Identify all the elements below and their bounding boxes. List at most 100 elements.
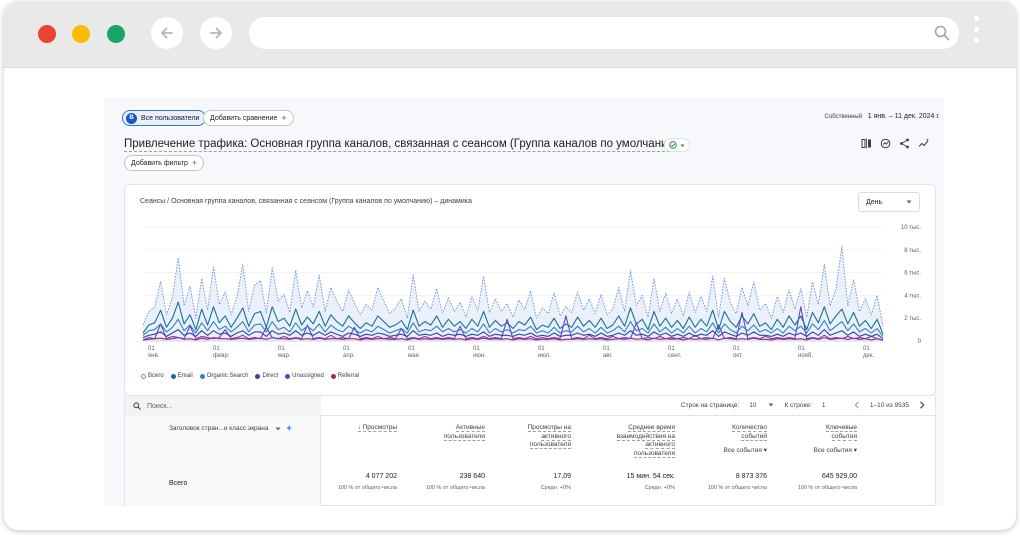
rows-per-page-select[interactable]: 10	[749, 402, 774, 409]
legend-item[interactable]: Direct	[255, 373, 278, 379]
compare-columns-icon[interactable]	[861, 138, 872, 149]
metric-total-percent: Средн. +0%	[540, 485, 571, 491]
series-line-referral	[142, 337, 884, 341]
metric-header[interactable]: Количество событий	[732, 424, 767, 441]
legend-item[interactable]: Referral	[330, 373, 360, 379]
event-filter-select[interactable]: Все события ▾	[723, 447, 767, 454]
legend-item[interactable]: Всего	[141, 373, 164, 379]
chevron-left-icon[interactable]	[854, 401, 860, 409]
browser-window: B Все пользователи Добавить сравнение + …	[4, 2, 1016, 530]
chart-title: Сеансы / Основная группа каналов, связан…	[140, 198, 472, 205]
table-search-input[interactable]: Поиск...	[125, 396, 321, 416]
insights-icon[interactable]	[880, 138, 891, 149]
report-status-dropdown[interactable]	[664, 138, 690, 152]
add-filter-button[interactable]: Добавить фильтр +	[124, 155, 205, 171]
segment-chip-all-users[interactable]: B Все пользователи	[122, 110, 207, 126]
forward-button[interactable]	[200, 17, 232, 49]
event-filter-select[interactable]: Все события ▾	[813, 447, 857, 454]
metric-total-value: 17,09	[553, 473, 571, 480]
metric-total-percent: 100 % от общего числа	[337, 485, 397, 491]
legend-swatch	[199, 373, 205, 379]
legend-item[interactable]: Email	[170, 373, 193, 379]
x-tick-label: дек.	[863, 353, 874, 359]
legend-item[interactable]: Organic Search	[199, 373, 249, 379]
x-tick-label: июн.	[473, 353, 486, 359]
legend-label: Всего	[148, 373, 164, 379]
metric-header[interactable]: ↓ Просмотры	[357, 424, 397, 432]
metric-header[interactable]: Просмотры на активного пользователя	[527, 424, 571, 449]
x-tick-label: 01	[278, 346, 285, 352]
metric-header[interactable]: Среднее время взаимодействия на активного п…	[616, 424, 675, 458]
x-tick-label: мая	[408, 353, 419, 359]
x-tick-label: 01	[863, 346, 870, 352]
legend-item[interactable]: Unassigned	[285, 373, 324, 379]
segment-label: Все пользователи	[141, 114, 200, 122]
x-tick-label: 01	[343, 346, 350, 352]
minimize-window-button[interactable]	[72, 25, 90, 43]
x-tick-label: авг.	[603, 353, 613, 359]
y-tick-label: 2 тыс.	[904, 316, 921, 322]
add-comparison-label: Добавить сравнение	[210, 114, 278, 122]
maximize-window-button[interactable]	[107, 25, 125, 43]
legend-swatch	[255, 373, 261, 379]
x-tick-label: 01	[473, 346, 480, 352]
trend-sparkle-icon[interactable]	[918, 138, 930, 149]
add-dimension-icon[interactable]: +	[286, 423, 292, 433]
y-tick-label: 6 тыс.	[904, 271, 921, 277]
caret-down-icon	[275, 427, 280, 431]
legend-swatch	[330, 373, 336, 379]
page-info: 1–10 из 9535	[869, 401, 909, 409]
metric-header[interactable]: Активные пользователи	[443, 424, 485, 441]
metric-total-percent: 100 % от общего числа	[797, 485, 857, 491]
metric-header[interactable]: Ключевые события	[825, 424, 857, 441]
search-icon	[133, 402, 141, 410]
metric-total-percent: Средн. +0%	[644, 485, 675, 491]
caret-down-icon	[680, 144, 685, 147]
arrow-left-icon	[161, 27, 173, 39]
check-circle-icon	[669, 141, 677, 149]
chevron-right-icon[interactable]	[919, 401, 925, 409]
granularity-select[interactable]: День	[858, 192, 920, 212]
comparison-bar: B Все пользователи Добавить сравнение + …	[104, 98, 944, 138]
y-tick-label: 4 тыс.	[904, 293, 921, 299]
legend-label: Unassigned	[292, 373, 324, 379]
x-tick-label: 01	[408, 346, 415, 352]
metric-total-value: 238 640	[459, 473, 485, 480]
line-chart[interactable]: 10 тыс.8 тыс.6 тыс.4 тыс.2 тыс.001янв.01…	[125, 213, 935, 371]
address-bar[interactable]	[249, 17, 959, 49]
caret-down-icon	[906, 200, 912, 204]
arrow-right-icon	[210, 27, 222, 39]
goto-row-label: К строке:	[784, 401, 812, 409]
chart-card: Сеансы / Основная группа каналов, связан…	[124, 184, 936, 396]
legend-swatch	[170, 373, 176, 379]
page-title[interactable]: Привлечение трафика: Основная группа кан…	[124, 138, 680, 152]
y-tick-label: 8 тыс.	[904, 248, 921, 254]
metric-total-value: 645 929,00	[821, 473, 857, 480]
date-range-value: 1 янв. – 11 дек. 2024 г.	[867, 113, 940, 120]
chart-legend: Всего Email Organic Search Direct Unassigned…	[141, 373, 359, 379]
share-icon[interactable]	[899, 138, 910, 149]
x-tick-label: 01	[538, 346, 545, 352]
x-tick-label: мар.	[278, 353, 291, 359]
legend-label: Organic Search	[206, 373, 249, 379]
y-tick-label: 10 тыс.	[901, 225, 921, 231]
goto-row-input[interactable]: 1	[821, 401, 826, 409]
back-button[interactable]	[151, 17, 183, 49]
plus-icon: +	[191, 158, 198, 168]
browser-titlebar	[4, 2, 1016, 68]
metric-total-value: 8 873 376	[735, 473, 767, 480]
y-tick-label: 0	[918, 339, 922, 345]
series-line-direct	[142, 329, 884, 340]
dimension-header[interactable]: Заголовок стран...и класс экрана +	[169, 423, 292, 433]
legend-swatch	[285, 373, 291, 379]
date-range-picker[interactable]: Собственный 1 янв. – 11 дек. 2024 г.	[825, 113, 940, 120]
segment-badge: B	[126, 112, 137, 124]
x-tick-label: 01	[148, 346, 155, 352]
close-window-button[interactable]	[38, 25, 56, 43]
table-search-placeholder: Поиск...	[147, 402, 173, 410]
legend-swatch	[141, 373, 146, 379]
report-toolbar	[861, 138, 930, 149]
legend-label: Referral	[337, 373, 360, 379]
browser-menu-icon[interactable]	[973, 16, 979, 50]
add-comparison-button[interactable]: Добавить сравнение +	[203, 110, 294, 126]
